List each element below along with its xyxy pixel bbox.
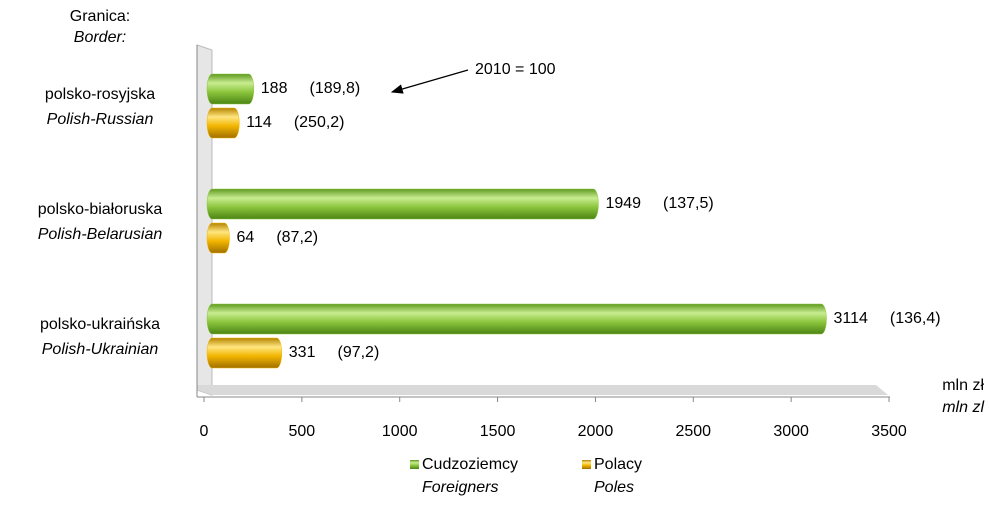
x-tick-label: 1000 — [382, 423, 418, 440]
category-label: polsko-białoruska — [38, 201, 163, 218]
index-label: (250,2) — [294, 114, 345, 131]
value-label: 188 — [261, 80, 288, 97]
value-label: 1949 — [605, 195, 641, 212]
x-tick-label: 500 — [289, 423, 316, 440]
x-axis-label-en: mln zl — [942, 399, 984, 416]
bar — [206, 73, 255, 105]
bar — [206, 107, 240, 139]
legend-label-en: Poles — [594, 479, 634, 496]
x-tick-label: 0 — [200, 423, 209, 440]
x-tick-label: 3500 — [871, 423, 907, 440]
index-label: (87,2) — [276, 229, 318, 246]
index-label: (189,8) — [309, 80, 360, 97]
bar — [206, 337, 283, 369]
legend-label: Cudzoziemcy — [422, 456, 518, 473]
annotation: 2010 = 100 — [475, 61, 556, 78]
x-axis-label: mln zł — [942, 377, 984, 394]
bar — [206, 222, 230, 254]
axis-title-en: Border: — [74, 29, 126, 46]
value-label: 331 — [289, 344, 316, 361]
x-tick-label: 3000 — [773, 423, 809, 440]
x-tick-label: 1500 — [480, 423, 516, 440]
value-label: 114 — [246, 114, 272, 131]
category-label-en: Polish-Ukrainian — [42, 341, 159, 358]
index-label: (97,2) — [337, 344, 379, 361]
legend-label-en: Foreigners — [422, 479, 498, 496]
x-tick-label: 2500 — [675, 423, 711, 440]
category-label-en: Polish-Russian — [47, 111, 154, 128]
axis-title: Granica: — [70, 8, 130, 25]
index-label: (136,4) — [890, 310, 941, 327]
value-label: 3114 — [833, 310, 868, 327]
index-label: (137,5) — [663, 195, 714, 212]
bar — [206, 188, 599, 220]
legend-swatch — [582, 460, 591, 469]
value-label: 64 — [237, 229, 255, 246]
bar — [206, 303, 827, 335]
legend-label: Polacy — [594, 456, 642, 473]
annotation-arrow — [390, 69, 469, 94]
category-label: polsko-ukraińska — [40, 316, 160, 333]
x-tick-label: 2000 — [578, 423, 614, 440]
category-label-en: Polish-Belarusian — [38, 226, 163, 243]
floor — [197, 385, 888, 395]
category-label: polsko-rosyjska — [45, 86, 155, 103]
legend-swatch — [410, 460, 419, 469]
